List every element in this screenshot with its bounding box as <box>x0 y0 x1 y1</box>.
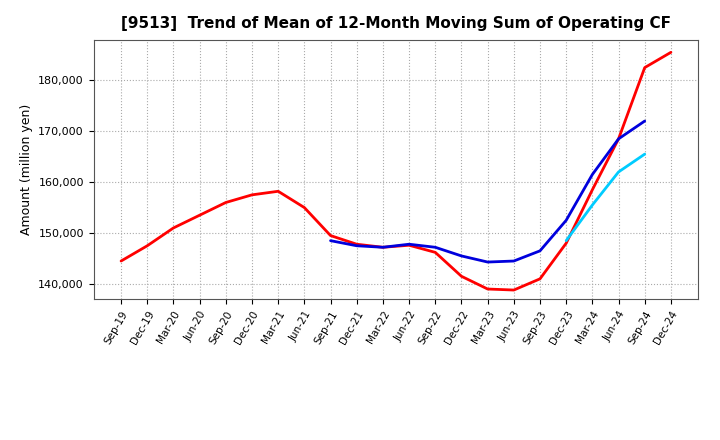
Title: [9513]  Trend of Mean of 12-Month Moving Sum of Operating CF: [9513] Trend of Mean of 12-Month Moving … <box>121 16 671 32</box>
Y-axis label: Amount (million yen): Amount (million yen) <box>19 104 32 235</box>
